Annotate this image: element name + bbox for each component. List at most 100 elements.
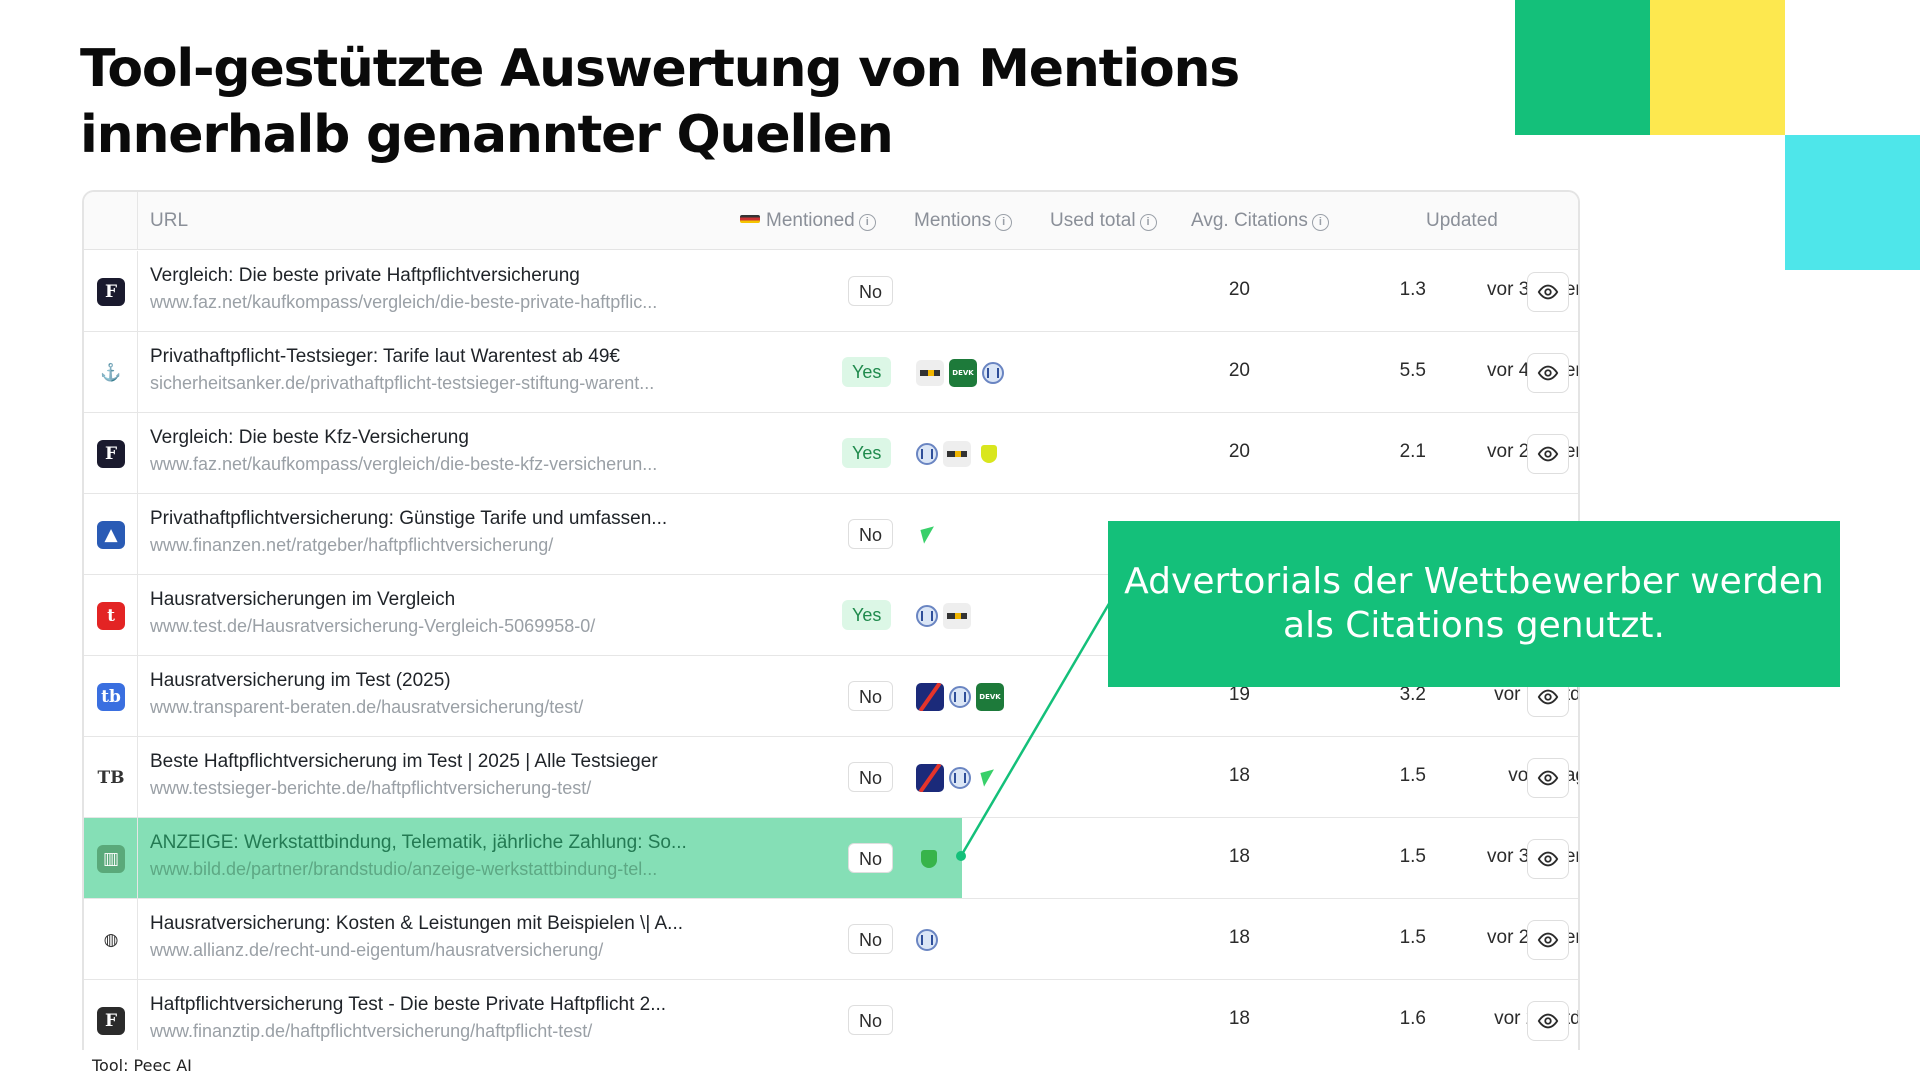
- green-tri-brand-icon[interactable]: [976, 765, 1002, 791]
- source-url[interactable]: www.testsieger-berichte.de/haftpflichtve…: [150, 778, 592, 798]
- green-tri-brand-icon[interactable]: [916, 522, 942, 548]
- source-note: Tool: Peec AI: [92, 1056, 192, 1075]
- huk-brand-icon[interactable]: [943, 441, 971, 467]
- table-row[interactable]: TB Beste Haftpflichtversicherung im Test …: [84, 737, 1578, 818]
- used-total-value: 18: [1228, 927, 1250, 948]
- huk-brand-icon[interactable]: [916, 360, 944, 386]
- used-total-value: 19: [1228, 684, 1250, 705]
- view-eye-button[interactable]: [1527, 434, 1569, 474]
- devk-brand-icon[interactable]: DEVK: [976, 683, 1004, 711]
- url-column-header[interactable]: URL: [150, 210, 189, 231]
- icon-cell: [84, 980, 138, 1050]
- source-title[interactable]: Hausratversicherungen im Vergleich: [150, 589, 456, 610]
- icon-column-header: [84, 192, 138, 249]
- mentions-brands: [916, 844, 942, 874]
- view-eye-button[interactable]: [1527, 839, 1569, 879]
- icon-cell: [84, 413, 138, 493]
- source-title[interactable]: Beste Haftpflichtversicherung im Test | …: [150, 751, 658, 772]
- source-url[interactable]: www.allianz.de/recht-und-eigentum/hausra…: [150, 940, 604, 960]
- icon-cell: [84, 737, 138, 817]
- table-row[interactable]: t Hausratversicherungen im Vergleich www.t…: [84, 575, 1578, 656]
- view-eye-button[interactable]: [1527, 758, 1569, 798]
- allianz-brand-icon[interactable]: [916, 929, 938, 951]
- source-url[interactable]: www.faz.net/kaufkompass/vergleich/die-be…: [150, 292, 658, 312]
- mentions-column-header[interactable]: Mentions i: [914, 210, 1013, 232]
- updated-column-header[interactable]: Updated: [1426, 210, 1498, 231]
- check24-brand-icon[interactable]: [916, 683, 944, 711]
- source-url[interactable]: www.transparent-beraten.de/hausratversic…: [150, 697, 584, 717]
- avg-citations-value: 1.6: [1399, 1008, 1426, 1029]
- avg-citations-value: 1.5: [1399, 846, 1426, 867]
- eye-icon: [1537, 767, 1559, 789]
- allianz-icon: ◍: [103, 930, 119, 950]
- icon-cell: [84, 575, 138, 655]
- mentioned-badge: No: [848, 276, 894, 306]
- table-row[interactable]: ⚓ Privathaftpflicht-Testsieger: Tarife la…: [84, 332, 1578, 413]
- devk-brand-icon[interactable]: DEVK: [949, 359, 977, 387]
- source-url[interactable]: www.test.de/Hausratversicherung-Vergleic…: [150, 616, 596, 636]
- used-total-value: 20: [1228, 279, 1250, 300]
- callout-box: Advertorials der Wettbewerber werden als…: [1108, 521, 1840, 687]
- hdi-brand-icon[interactable]: [976, 441, 1002, 467]
- source-title[interactable]: Hausratversicherung im Test (2025): [150, 670, 451, 691]
- info-icon[interactable]: i: [858, 214, 876, 231]
- table-row[interactable]: ▲ Privathaftpflichtversicherung: Günstige…: [84, 494, 1578, 575]
- icon-cell: [84, 656, 138, 736]
- info-icon[interactable]: i: [1311, 214, 1329, 231]
- eye-icon: [1537, 362, 1559, 384]
- allianz-brand-icon[interactable]: [949, 686, 971, 708]
- view-eye-button[interactable]: [1527, 353, 1569, 393]
- source-url[interactable]: sicherheitsanker.de/privathaftpflicht-te…: [150, 373, 655, 393]
- used-total-value: 18: [1228, 1008, 1250, 1029]
- info-icon[interactable]: i: [1139, 214, 1157, 231]
- view-eye-button[interactable]: [1527, 1001, 1569, 1041]
- source-title[interactable]: Privathaftpflicht-Testsieger: Tarife lau…: [150, 346, 620, 367]
- mentioned-badge: No: [848, 681, 894, 711]
- table-row[interactable]: ▥ ANZEIGE: Werkstattbindung, Telematik, j…: [84, 818, 1578, 899]
- huk-brand-icon[interactable]: [943, 603, 971, 629]
- table-row[interactable]: tb Hausratversicherung im Test (2025) www.…: [84, 656, 1578, 737]
- avg-citations-column-header[interactable]: Avg. Citations i: [1191, 210, 1329, 232]
- used-total-column-header[interactable]: Used total i: [1050, 210, 1157, 232]
- source-url[interactable]: www.finanztip.de/haftpflichtversicherung…: [150, 1021, 593, 1041]
- table-row[interactable]: F Vergleich: Die beste private Haftpflich…: [84, 251, 1578, 332]
- table-row[interactable]: F Vergleich: Die beste Kfz-Versicherung ww…: [84, 413, 1578, 494]
- allianz-brand-icon[interactable]: [916, 443, 938, 465]
- source-url[interactable]: www.faz.net/kaufkompass/vergleich/die-be…: [150, 454, 658, 474]
- table-row[interactable]: F Haftpflichtversicherung Test - Die best…: [84, 980, 1578, 1050]
- source-title[interactable]: Privathaftpflichtversicherung: Günstige …: [150, 508, 668, 529]
- source-title[interactable]: ANZEIGE: Werkstattbindung, Telematik, jä…: [150, 832, 687, 853]
- yellow-deco-square: [1650, 0, 1785, 135]
- mentioned-column-header[interactable]: Mentioned i: [740, 210, 876, 232]
- brand-flag-icon: [740, 215, 760, 223]
- avg-citations-value: 1.5: [1399, 927, 1426, 948]
- info-icon[interactable]: i: [995, 214, 1013, 231]
- allianz-brand-icon[interactable]: [949, 767, 971, 789]
- allianz-brand-icon[interactable]: [982, 362, 1004, 384]
- source-url[interactable]: www.finanzen.net/ratgeber/haftpflichtver…: [150, 535, 554, 555]
- mentioned-badge: No: [848, 519, 894, 549]
- view-eye-button[interactable]: [1527, 272, 1569, 312]
- mentions-brands: DEVK: [916, 358, 1004, 388]
- mentioned-header-label: Mentioned: [766, 210, 855, 231]
- used-total-value: 20: [1228, 360, 1250, 381]
- source-title[interactable]: Hausratversicherung: Kosten & Leistungen…: [150, 913, 684, 934]
- source-url[interactable]: www.bild.de/partner/brandstudio/anzeige-…: [150, 859, 658, 879]
- highlight-band: [84, 818, 962, 898]
- callout-text: Advertorials der Wettbewerber werden als…: [1124, 561, 1824, 646]
- source-title[interactable]: Haftpflichtversicherung Test - Die beste…: [150, 994, 667, 1015]
- source-title[interactable]: Vergleich: Die beste private Haftpflicht…: [150, 265, 580, 286]
- check24-brand-icon[interactable]: [916, 764, 944, 792]
- mentioned-badge: Yes: [842, 357, 892, 387]
- chart-icon: ▲: [97, 521, 125, 549]
- eye-icon: [1537, 686, 1559, 708]
- view-eye-button[interactable]: [1527, 920, 1569, 960]
- source-title[interactable]: Vergleich: Die beste Kfz-Versicherung: [150, 427, 469, 448]
- allianz-brand-icon[interactable]: [916, 605, 938, 627]
- gruen-shield-brand-icon[interactable]: [916, 846, 942, 872]
- used-total-header-label: Used total: [1050, 210, 1136, 231]
- mentions-brands: [916, 601, 971, 631]
- table-row[interactable]: ◍ Hausratversicherung: Kosten & Leistunge…: [84, 899, 1578, 980]
- mentions-brands: [916, 925, 938, 955]
- mentions-brands: [916, 439, 1002, 469]
